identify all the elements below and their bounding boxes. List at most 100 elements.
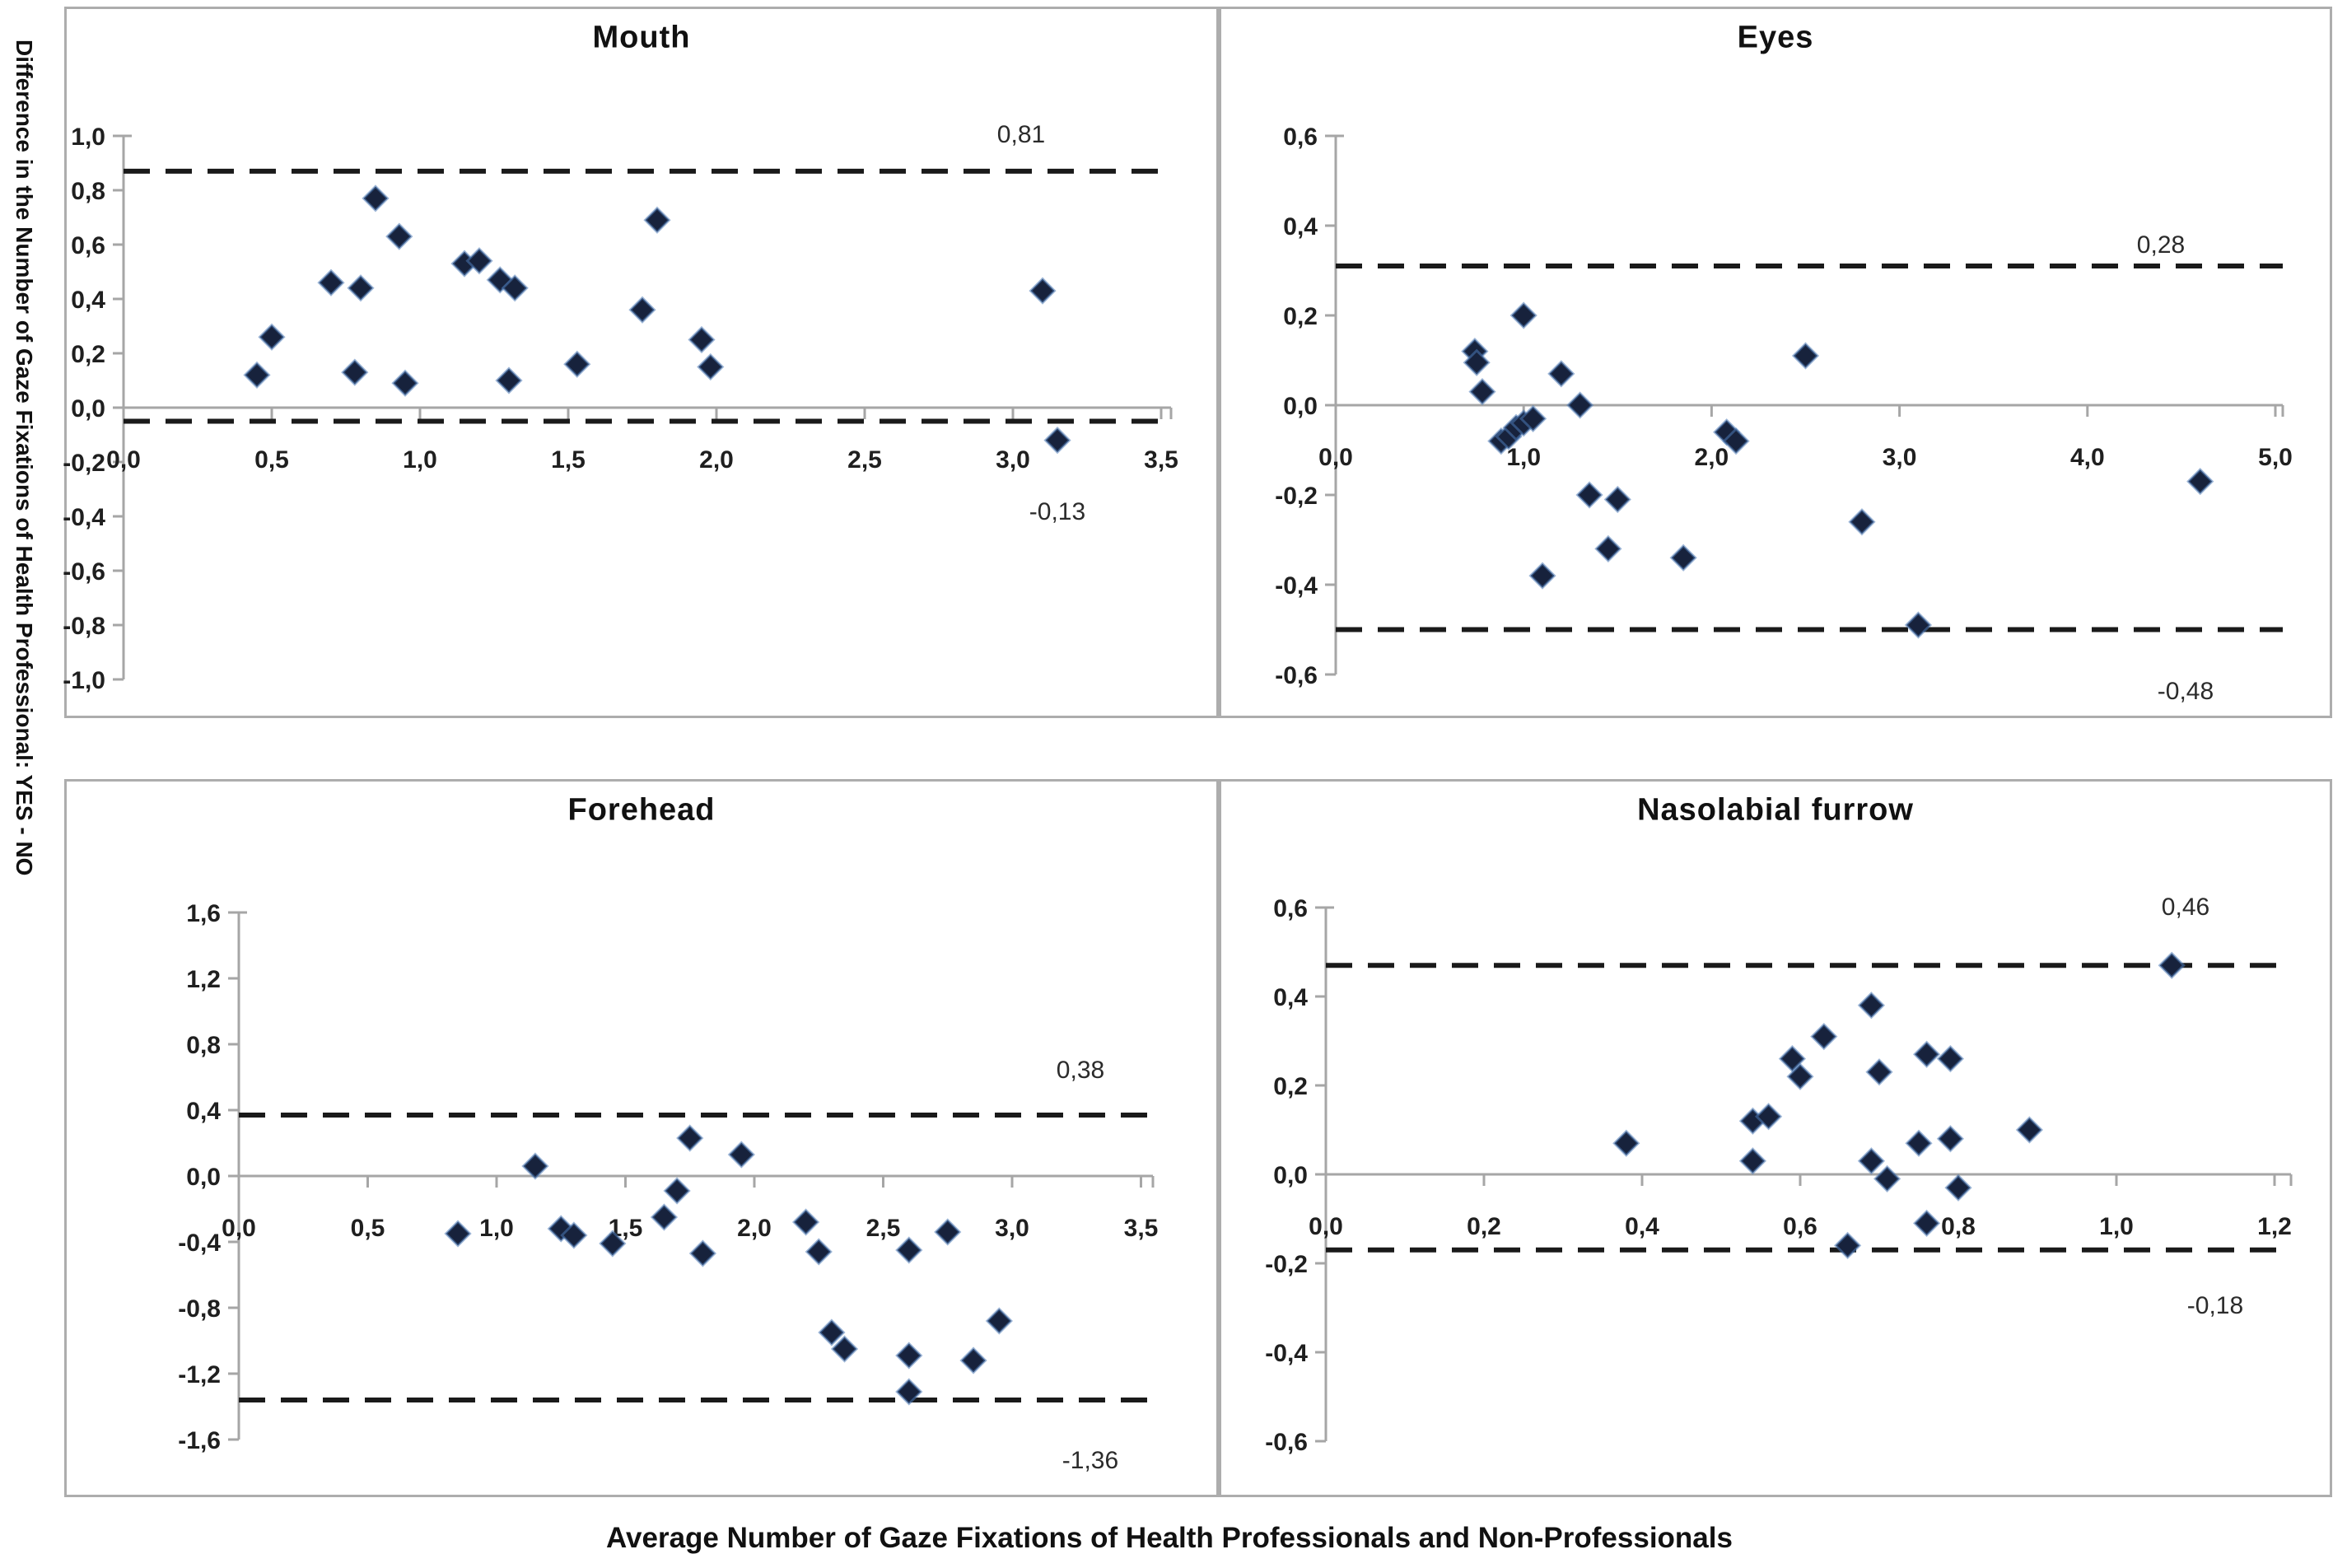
data-point — [560, 1221, 588, 1249]
lower_limit-label: -0,48 — [2158, 678, 2214, 705]
data-point — [676, 1124, 704, 1152]
y-tick-label: -0,4 — [1265, 1340, 1308, 1367]
x-tick-label: 1,5 — [551, 446, 586, 474]
data-point — [2186, 468, 2214, 496]
data-point — [465, 247, 493, 275]
data-point — [663, 1177, 691, 1205]
x-tick-label: 2,0 — [1695, 444, 1729, 471]
data-point — [341, 358, 369, 386]
data-point — [1936, 1125, 1965, 1153]
data-point — [1669, 544, 1697, 572]
data-point — [1043, 426, 1071, 455]
y-tick-label: -0,8 — [63, 613, 105, 640]
lower_limit-label: -1,36 — [1062, 1447, 1118, 1474]
data-point — [347, 274, 375, 302]
data-point — [599, 1230, 627, 1258]
y-tick-label: 0,2 — [71, 341, 105, 368]
data-point — [895, 1342, 923, 1370]
data-point — [1612, 1129, 1640, 1157]
chart-forehead: 1,61,20,80,40,0-0,4-0,8-1,2-1,60,0 0,5 1,0… — [178, 900, 1158, 1474]
data-point — [1848, 508, 1876, 536]
x-tick-label: 1,0 — [403, 446, 437, 474]
y-tick-label: 1,2 — [186, 966, 221, 993]
data-point — [1575, 481, 1603, 509]
data-point — [1912, 1040, 1941, 1068]
data-point — [1944, 1174, 1972, 1202]
y-tick-label: 0,4 — [71, 287, 105, 314]
data-point — [1603, 485, 1631, 514]
data-point — [830, 1335, 859, 1363]
data-point — [1936, 1044, 1965, 1073]
x-tick-label: 3,5 — [1144, 446, 1178, 474]
y-tick-label: 0,0 — [1273, 1162, 1308, 1189]
shared-x-axis-label: Average Number of Gaze Fixations of Heal… — [606, 1522, 1733, 1554]
panel-title-mouth: Mouth — [592, 20, 691, 55]
y-tick-label: 0,2 — [1283, 303, 1318, 330]
x-tick-label: 1,0 — [2099, 1213, 2134, 1240]
data-point — [258, 323, 286, 351]
x-tick-label: 3,5 — [1124, 1215, 1159, 1242]
shared-y-axis-label: Difference in the Number of Gaze Fixatio… — [12, 40, 37, 876]
y-tick-label: 0,8 — [186, 1032, 221, 1059]
x-tick-label: 0,5 — [351, 1215, 385, 1242]
data-point — [1778, 1044, 1807, 1073]
data-point — [1547, 360, 1575, 388]
data-point — [1519, 404, 1547, 432]
upper_limit-label: 0,46 — [2162, 894, 2209, 921]
data-point — [362, 184, 390, 212]
lower_limit-label: -0,13 — [1029, 498, 1085, 525]
upper_limit-label: 0,38 — [1057, 1057, 1104, 1084]
data-point — [391, 369, 419, 397]
x-tick-label: 3,0 — [996, 446, 1030, 474]
data-point — [1594, 534, 1622, 563]
y-tick-label: 0,0 — [71, 395, 105, 422]
y-tick-label: -1,0 — [63, 667, 105, 694]
x-tick-label: 0,0 — [222, 1215, 256, 1242]
data-point — [1754, 1103, 1783, 1131]
x-tick-label: 1,0 — [1506, 444, 1541, 471]
x-tick-label: 0,6 — [1783, 1213, 1817, 1240]
y-tick-label: -0,4 — [1275, 572, 1318, 600]
data-point — [1566, 391, 1594, 419]
x-tick-label: 2,0 — [737, 1215, 772, 1242]
x-tick-label: 0,0 — [106, 446, 141, 474]
data-point — [895, 1378, 923, 1406]
y-tick-label: -0,4 — [178, 1230, 221, 1257]
y-tick-label: -0,2 — [1275, 483, 1318, 510]
data-point — [1791, 342, 1820, 370]
data-point — [1912, 1209, 1941, 1238]
data-point — [895, 1236, 923, 1264]
y-tick-label: -0,4 — [63, 504, 105, 531]
x-tick-label: 0,0 — [1318, 444, 1353, 471]
x-tick-label: 0,2 — [1467, 1213, 1501, 1240]
data-point — [818, 1318, 846, 1346]
data-point — [1857, 1147, 1886, 1175]
data-point — [495, 366, 523, 394]
data-point — [1857, 992, 1886, 1020]
y-tick-label: 0,4 — [1283, 213, 1318, 240]
y-tick-label: -1,6 — [178, 1427, 221, 1454]
x-tick-label: 1,2 — [2257, 1213, 2292, 1240]
x-tick-label: 5,0 — [2258, 444, 2293, 471]
panel-nasolabial — [1219, 779, 2332, 1497]
data-point — [563, 350, 591, 378]
data-point — [521, 1152, 549, 1180]
data-point — [628, 296, 656, 324]
y-tick-label: 0,6 — [71, 232, 105, 259]
panel-title-nasolabial: Nasolabial furrow — [1637, 792, 1914, 828]
data-point — [688, 325, 716, 354]
x-tick-label: 3,0 — [1883, 444, 1917, 471]
y-tick-label: 1,6 — [186, 900, 221, 927]
data-point — [1905, 1129, 1933, 1157]
y-tick-label: 0,0 — [186, 1164, 221, 1191]
data-point — [934, 1218, 962, 1246]
chart-eyes: 0,60,40,20,0-0,2-0,4-0,60,0 1,0 2,0 3,0 4,0 5… — [1275, 124, 2293, 705]
data-point — [444, 1220, 472, 1248]
data-point — [1738, 1147, 1767, 1175]
panel-forehead — [64, 779, 1219, 1497]
data-point — [1786, 1062, 1814, 1090]
panel-eyes — [1219, 7, 2332, 718]
data-point — [650, 1203, 679, 1231]
data-point — [688, 1239, 717, 1267]
